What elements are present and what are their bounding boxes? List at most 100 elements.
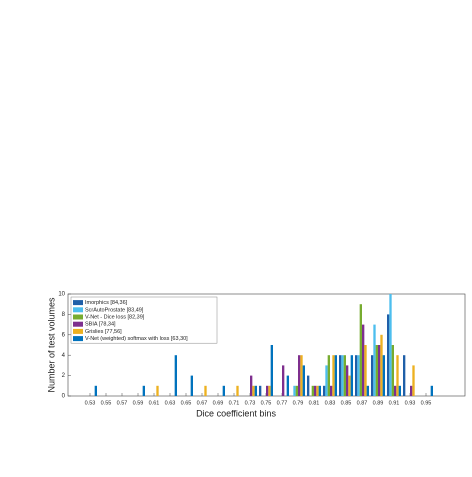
bar [382, 355, 385, 396]
x-tick-label: 0.67 [197, 400, 208, 406]
bar [222, 385, 225, 396]
bar [302, 365, 305, 396]
bar [375, 345, 378, 396]
bar [298, 355, 301, 396]
bar [327, 355, 330, 396]
bar [282, 365, 285, 396]
x-tick-label: 0.75 [261, 400, 272, 406]
bar [346, 365, 349, 396]
x-tick-label: 0.89 [373, 400, 384, 406]
legend-swatch [73, 314, 83, 320]
bar [366, 385, 369, 396]
bar [314, 385, 317, 396]
bar [270, 345, 273, 396]
bar [300, 355, 303, 396]
y-tick-label: 0 [62, 394, 66, 400]
bar [311, 385, 314, 396]
x-tick-label: 0.77 [277, 400, 288, 406]
bar [293, 385, 296, 396]
x-tick-label: 0.93 [405, 400, 416, 406]
bar [250, 375, 253, 396]
x-tick-label: 0.73 [245, 400, 256, 406]
x-tick-label: 0.69 [213, 400, 224, 406]
bar [394, 385, 397, 396]
x-tick-label: 0.63 [165, 400, 176, 406]
bar [389, 294, 392, 396]
bar [398, 385, 401, 396]
legend-swatch [73, 307, 83, 313]
x-tick-label: 0.71 [229, 400, 240, 406]
bar [341, 355, 344, 396]
bar [142, 385, 145, 396]
bar [330, 385, 333, 396]
bar [268, 385, 271, 396]
legend-label: Imorphics [84,36] [85, 300, 128, 306]
bar [371, 355, 374, 396]
bar [94, 385, 97, 396]
bar [339, 355, 342, 396]
bar [190, 375, 193, 396]
bar [348, 375, 351, 396]
x-tick-label: 0.91 [389, 400, 400, 406]
y-tick-label: 6 [62, 332, 66, 338]
legend-label: V-Net (weighted) softmax with loss [63,3… [85, 336, 188, 342]
x-tick-label: 0.81 [309, 400, 320, 406]
bar [156, 385, 159, 396]
bar [357, 355, 360, 396]
y-tick-label: 10 [58, 292, 65, 298]
bar [380, 334, 383, 396]
bar [316, 385, 319, 396]
x-tick-label: 0.57 [117, 400, 128, 406]
y-axis-label: Number of test volumes [46, 297, 56, 393]
y-tick-label: 8 [62, 312, 66, 318]
x-tick-label: 0.95 [421, 400, 432, 406]
legend-box [70, 296, 218, 344]
x-tick-label: 0.53 [85, 400, 96, 406]
bar [396, 355, 399, 396]
y-tick-label: 4 [62, 353, 66, 359]
x-tick-label: 0.59 [133, 400, 144, 406]
bar [254, 385, 257, 396]
x-tick-label: 0.65 [181, 400, 192, 406]
bar [174, 355, 177, 396]
bar [307, 375, 310, 396]
bar [378, 345, 381, 396]
legend-label: SBIA [78,34] [85, 322, 116, 328]
bar [323, 385, 326, 396]
legend-swatch [73, 300, 83, 306]
bar [359, 304, 362, 396]
bar [364, 345, 367, 396]
x-tick-label: 0.83 [325, 400, 336, 406]
legend-label: ScrAutoProstate [83,49] [85, 307, 144, 313]
bar [343, 355, 346, 396]
x-tick-label: 0.85 [341, 400, 352, 406]
x-tick-label: 0.61 [149, 400, 160, 406]
bar [387, 314, 390, 396]
legend-label: V-Net - Dice loss [82,39] [85, 314, 145, 320]
x-tick-label: 0.79 [293, 400, 304, 406]
bar [410, 385, 413, 396]
bar [350, 355, 353, 396]
bar [430, 385, 433, 396]
bar [259, 385, 262, 396]
x-axis-label: Dice coefficient bins [196, 408, 276, 418]
bar [391, 345, 394, 396]
bar [362, 324, 365, 396]
x-tick-label: 0.55 [101, 400, 112, 406]
bar [373, 324, 376, 396]
bar [286, 375, 289, 396]
legend-swatch [73, 336, 83, 342]
legend-swatch [73, 321, 83, 327]
legend-swatch [73, 328, 83, 334]
bar [318, 385, 321, 396]
legend-label: Grislies [77,56] [85, 329, 122, 335]
bar [355, 355, 358, 396]
bar [325, 365, 328, 396]
bar [403, 355, 406, 396]
bar [332, 355, 335, 396]
bar [236, 385, 239, 396]
bar [295, 385, 298, 396]
bar [334, 355, 337, 396]
bar [266, 385, 269, 396]
y-tick-label: 2 [62, 373, 66, 379]
